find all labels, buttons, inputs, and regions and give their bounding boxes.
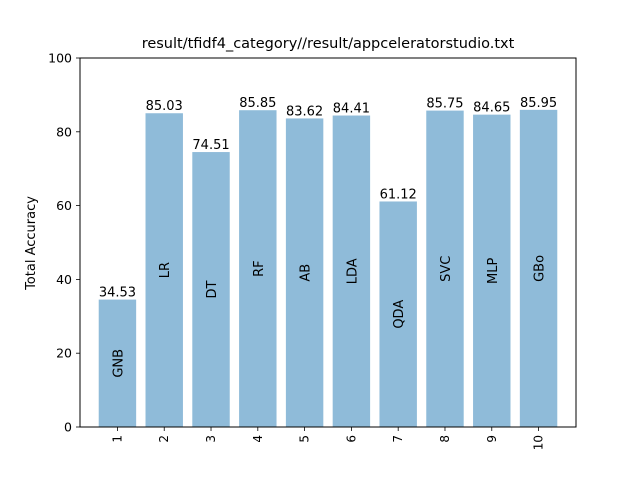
bar-8 <box>426 110 464 428</box>
x-tick-label: 6 <box>344 435 358 443</box>
x-tick-label: 3 <box>204 435 218 443</box>
bar-7 <box>379 201 417 427</box>
x-tick-label: 7 <box>391 435 405 443</box>
bar-name-9: MLP <box>486 258 501 284</box>
value-label-5: 83.62 <box>286 104 323 119</box>
chart-title: result/tfidf4_category//result/appcelera… <box>142 36 515 52</box>
bar-name-5: AB <box>299 264 314 282</box>
bar-name-1: GNB <box>111 349 126 378</box>
x-tick-label: 8 <box>438 435 452 443</box>
bar-name-2: LR <box>158 262 173 278</box>
bar-2 <box>145 113 183 427</box>
bar-6 <box>332 115 371 427</box>
bar-9 <box>473 114 511 427</box>
x-tick-label: 9 <box>485 435 499 443</box>
value-label-7: 61.12 <box>380 187 417 202</box>
x-tick-label: 5 <box>298 435 312 443</box>
bar-1 <box>98 299 137 427</box>
value-label-8: 85.75 <box>426 97 463 112</box>
y-tick-label: 80 <box>56 124 72 139</box>
bar-name-10: GBo <box>533 255 548 282</box>
y-axis-label: Total Accuracy <box>24 196 39 291</box>
bar-5 <box>285 118 324 427</box>
x-tick-label: 2 <box>157 435 171 443</box>
plot-area: 34.53 GNB 85.03 LR 74.51 DT 85.85 RF 83.62 AB 84.4… <box>98 96 558 428</box>
y-tick-label: 60 <box>56 198 72 213</box>
value-label-3: 74.51 <box>192 138 229 153</box>
value-label-1: 34.53 <box>99 286 136 301</box>
y-tick-label: 20 <box>56 346 72 361</box>
value-label-9: 84.65 <box>473 101 510 116</box>
x-tick-label: 1 <box>110 435 124 443</box>
x-tick-label: 10 <box>532 435 546 450</box>
plot-frame <box>79 57 577 428</box>
bar-name-7: QDA <box>392 300 407 329</box>
y-tick-label: 40 <box>56 272 72 287</box>
y-tick-label: 0 <box>64 420 72 435</box>
bar-name-3: DT <box>205 280 220 298</box>
bar-4 <box>239 110 277 427</box>
bar-name-6: LDA <box>345 258 360 284</box>
value-label-4: 85.85 <box>239 96 276 111</box>
value-label-6: 84.41 <box>333 102 370 117</box>
x-tick-label: 4 <box>251 435 265 443</box>
y-tick-label: 100 <box>48 51 72 66</box>
value-label-10: 85.95 <box>520 96 557 111</box>
bar-3 <box>192 152 230 427</box>
bar-name-8: SVC <box>439 256 454 282</box>
bar-10 <box>519 109 558 428</box>
bar-name-4: RF <box>252 260 267 277</box>
value-label-2: 85.03 <box>146 99 183 114</box>
